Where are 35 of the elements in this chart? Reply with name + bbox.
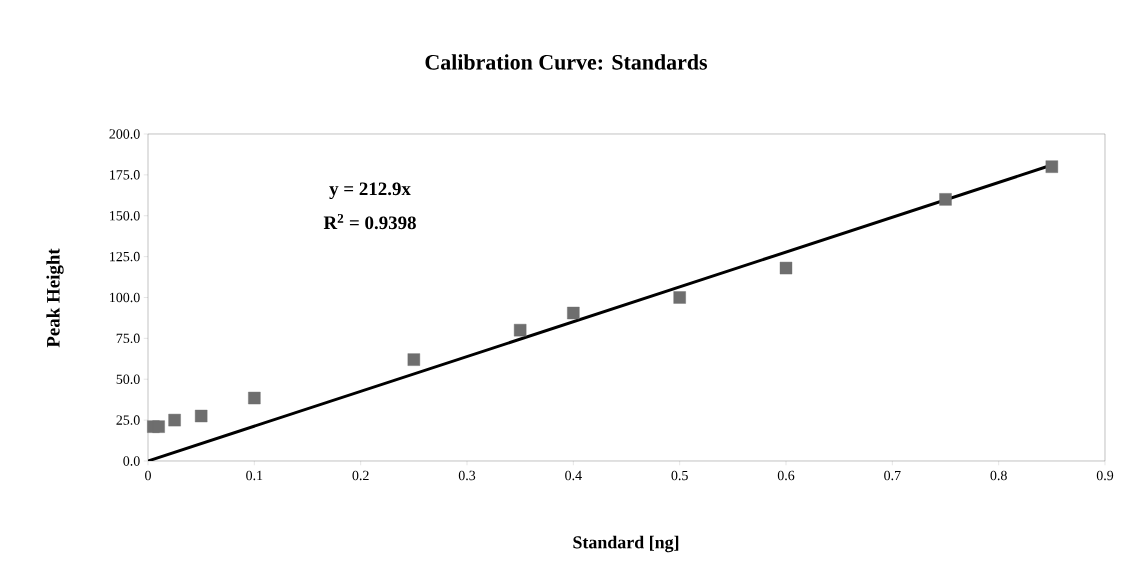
annotation: R$^{2}$ = 0.9398 <box>323 213 416 230</box>
y-tick-label: 50.0 <box>116 374 140 384</box>
point <box>407 353 421 366</box>
point <box>567 306 580 320</box>
point <box>939 193 952 206</box>
x-tick-label: 0.6 <box>777 470 795 481</box>
y-tick-label: 175.0 <box>110 170 140 180</box>
x-tick-label: 0.3 <box>458 470 476 481</box>
point <box>779 261 793 275</box>
y-tick-label: 75.0 <box>116 333 140 344</box>
y-tick-label: 100.0 <box>110 292 140 303</box>
point <box>168 413 181 427</box>
point <box>1045 160 1059 173</box>
x-tick-label: 0.4 <box>565 470 582 481</box>
y-tick-label: 0.0 <box>123 456 140 466</box>
x-tick-label: 0.1 <box>246 470 263 481</box>
x-tick-label: 0.9 <box>1096 470 1114 481</box>
point <box>513 323 527 337</box>
x-axis-title: Standard [ng] <box>573 535 679 553</box>
point <box>673 291 686 304</box>
point <box>194 409 208 423</box>
x-tick-label: 0.2 <box>352 470 369 481</box>
x-tick-label: 0.8 <box>990 470 1007 481</box>
y-tick-label: 200.0 <box>109 129 140 139</box>
y-axis-title: Peak Height <box>46 248 64 348</box>
x-tick-label: 0.7 <box>884 470 901 481</box>
y-tick-label: 125.0 <box>110 251 140 262</box>
point <box>248 391 261 405</box>
x-tick-label: 0.5 <box>671 470 688 481</box>
annotation: y = 212.9x <box>329 182 411 200</box>
x-tick-label: 0 <box>145 470 151 481</box>
y-tick-label: 150.0 <box>110 210 140 221</box>
chart-title: Calibration Curve: Standards <box>425 54 708 70</box>
point <box>152 420 165 433</box>
y-tick-label: 25.0 <box>116 415 140 425</box>
